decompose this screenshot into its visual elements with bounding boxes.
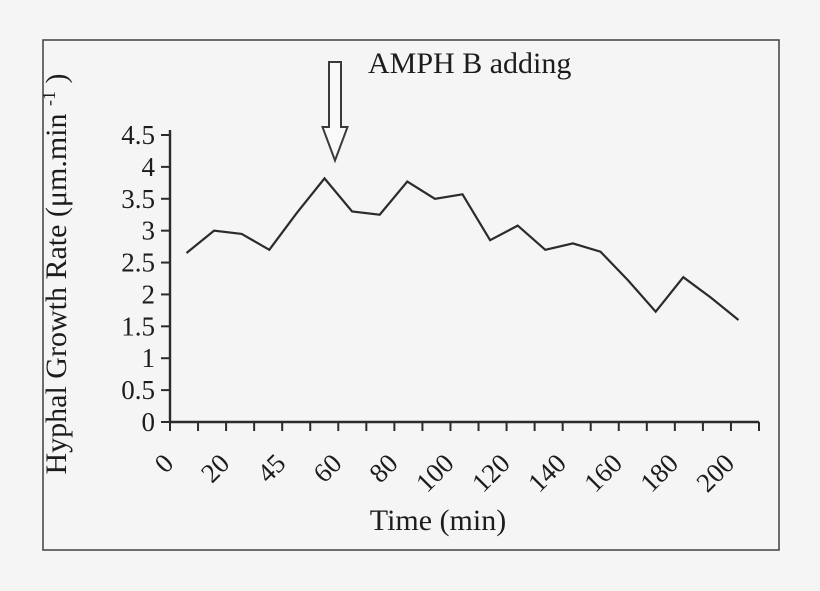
y-tick-label: 1.5 — [121, 311, 155, 341]
y-axis-title-close: ) — [40, 73, 73, 83]
y-tick-label: 4.5 — [121, 120, 155, 150]
y-tick-label: 2 — [142, 279, 156, 309]
x-tick-label: 80 — [363, 448, 403, 488]
x-tick-label: 200 — [690, 448, 740, 498]
y-axis-title-main: Hyphal Growth Rate (μm.min — [40, 113, 73, 474]
x-tick-label: 160 — [578, 448, 628, 498]
figure-border — [42, 39, 780, 551]
x-axis-title: Time (min) — [370, 504, 506, 537]
growth-rate-series-line — [185, 176, 740, 321]
series-layer — [185, 176, 740, 321]
y-tick-label: 3 — [142, 216, 156, 246]
x-tick-label: 0 — [148, 448, 179, 479]
annotation-text: AMPH B adding — [368, 47, 571, 80]
x-tick-label: 100 — [410, 448, 460, 498]
x-tick-label: 180 — [634, 448, 684, 498]
axes-layer: 4.543.532.521.510.500 20 45 60 80 100 120 140 16… — [121, 120, 760, 498]
x-tick-label: 120 — [466, 448, 516, 498]
y-tick-label: 3.5 — [121, 184, 155, 214]
y-axis-title-superscript: -1 — [39, 91, 59, 106]
y-tick-label: 4 — [142, 152, 156, 182]
x-tick-label: 60 — [307, 448, 347, 488]
y-tick-label: 0 — [142, 407, 156, 437]
x-tick-label: 140 — [522, 448, 572, 498]
y-tick-label: 1 — [142, 343, 156, 373]
y-tick-label: 2.5 — [121, 248, 155, 278]
x-tick-label: 20 — [195, 448, 235, 488]
annotation-down-arrow-icon — [321, 61, 349, 164]
y-axis-title: Hyphal Growth Rate (μm.min -1 ) — [29, 73, 73, 474]
y-tick-label: 0.5 — [121, 375, 155, 405]
x-tick-label: 45 — [251, 448, 291, 488]
